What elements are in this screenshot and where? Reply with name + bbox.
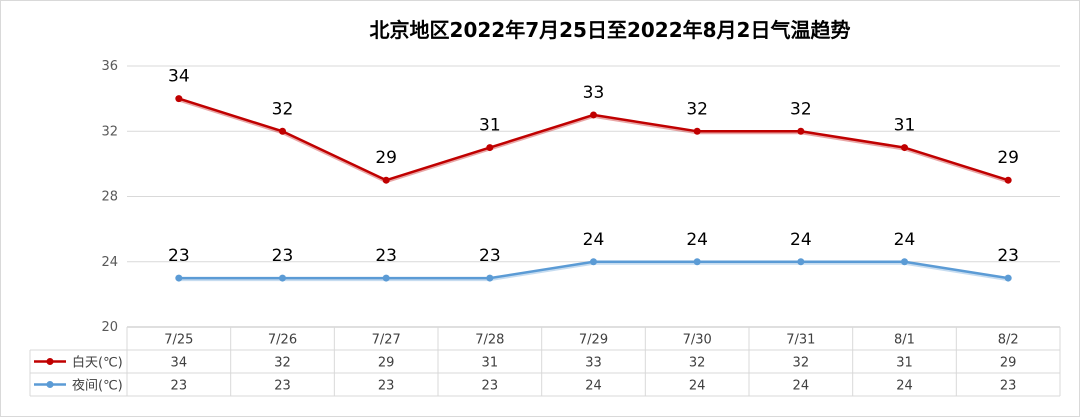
data-point bbox=[590, 258, 597, 266]
data-label: 23 bbox=[168, 246, 190, 266]
data-point bbox=[901, 258, 908, 266]
data-point bbox=[1004, 176, 1012, 184]
legend-entry: 夜间(℃) bbox=[72, 379, 123, 394]
data-table: 7/25 7/26 7/27 7/28 7/29 7/30 7/31 8/1 8/2 白天(℃) 3… bbox=[29, 326, 1061, 397]
chart-title: 北京地区2022年7月25日至2022年8月2日气温趋势 bbox=[370, 18, 851, 42]
data-label: 23 bbox=[272, 246, 294, 266]
table-cell: 24 bbox=[896, 379, 913, 394]
table-cell: 23 bbox=[1000, 379, 1017, 394]
data-label: 24 bbox=[686, 230, 708, 250]
table-cell: 33 bbox=[585, 356, 602, 371]
data-label: 33 bbox=[583, 83, 605, 103]
y-tick-label: 24 bbox=[101, 255, 118, 270]
table-cell: 24 bbox=[793, 379, 810, 394]
legend-key-marker bbox=[46, 381, 54, 388]
data-point bbox=[797, 127, 805, 135]
data-point bbox=[693, 258, 701, 266]
series-lines bbox=[175, 95, 1012, 282]
data-point bbox=[382, 176, 390, 184]
table-cell: 23 bbox=[171, 379, 188, 394]
data-point bbox=[693, 127, 701, 135]
table-cell: 34 bbox=[171, 356, 188, 371]
table-cell: 24 bbox=[585, 379, 602, 394]
data-label: 23 bbox=[479, 246, 501, 266]
x-category-label: 7/27 bbox=[372, 333, 401, 348]
data-point bbox=[486, 274, 494, 282]
data-label: 32 bbox=[272, 99, 294, 119]
data-point bbox=[797, 258, 805, 266]
data-label: 24 bbox=[790, 230, 812, 250]
data-point bbox=[175, 95, 183, 103]
data-label: 32 bbox=[790, 99, 812, 119]
y-tick-label: 32 bbox=[101, 124, 118, 139]
data-label: 31 bbox=[479, 116, 501, 136]
data-label: 31 bbox=[894, 116, 916, 136]
data-point bbox=[382, 274, 390, 282]
y-tick-label: 28 bbox=[101, 190, 118, 205]
data-point bbox=[486, 144, 494, 152]
data-label: 32 bbox=[686, 99, 708, 119]
table-cell: 32 bbox=[689, 356, 706, 371]
table-cell: 24 bbox=[689, 379, 706, 394]
data-point bbox=[1004, 274, 1012, 282]
table-cell: 32 bbox=[274, 356, 291, 371]
legend-key-marker bbox=[46, 358, 54, 365]
table-cell: 23 bbox=[378, 379, 395, 394]
table-cell: 31 bbox=[896, 356, 913, 371]
table-cell: 29 bbox=[1000, 356, 1017, 371]
table-cell: 32 bbox=[793, 356, 810, 371]
table-cell: 29 bbox=[378, 356, 395, 371]
data-label: 24 bbox=[894, 230, 916, 250]
x-category-label: 7/31 bbox=[786, 333, 815, 348]
data-point bbox=[901, 144, 908, 152]
x-category-label: 7/25 bbox=[164, 333, 193, 348]
table-cell: 23 bbox=[482, 379, 499, 394]
legend-entry: 白天(℃) bbox=[72, 355, 123, 371]
data-point bbox=[279, 274, 286, 282]
x-category-label: 7/26 bbox=[268, 333, 297, 348]
y-tick-label: 36 bbox=[101, 59, 118, 74]
x-category-label: 7/30 bbox=[683, 333, 712, 348]
data-label: 23 bbox=[997, 246, 1019, 266]
table-cell: 31 bbox=[482, 356, 499, 371]
data-labels: 34 32 29 31 33 32 32 31 29 23 23 23 23 24 24 24 24 23 bbox=[168, 67, 1019, 266]
data-point bbox=[590, 111, 597, 119]
y-tick-label: 20 bbox=[101, 320, 118, 335]
data-point bbox=[279, 127, 286, 135]
data-label: 29 bbox=[997, 148, 1019, 168]
x-category-label: 8/2 bbox=[998, 333, 1019, 348]
data-label: 23 bbox=[375, 246, 397, 266]
x-category-label: 7/29 bbox=[579, 333, 608, 348]
x-category-label: 7/28 bbox=[475, 333, 504, 348]
x-category-label: 8/1 bbox=[894, 333, 915, 348]
data-label: 29 bbox=[375, 148, 397, 168]
y-axis: 20 24 28 32 36 bbox=[101, 59, 118, 335]
data-label: 34 bbox=[168, 67, 190, 87]
table-cell: 23 bbox=[274, 379, 291, 394]
data-label: 24 bbox=[583, 230, 605, 250]
data-point bbox=[175, 274, 183, 282]
